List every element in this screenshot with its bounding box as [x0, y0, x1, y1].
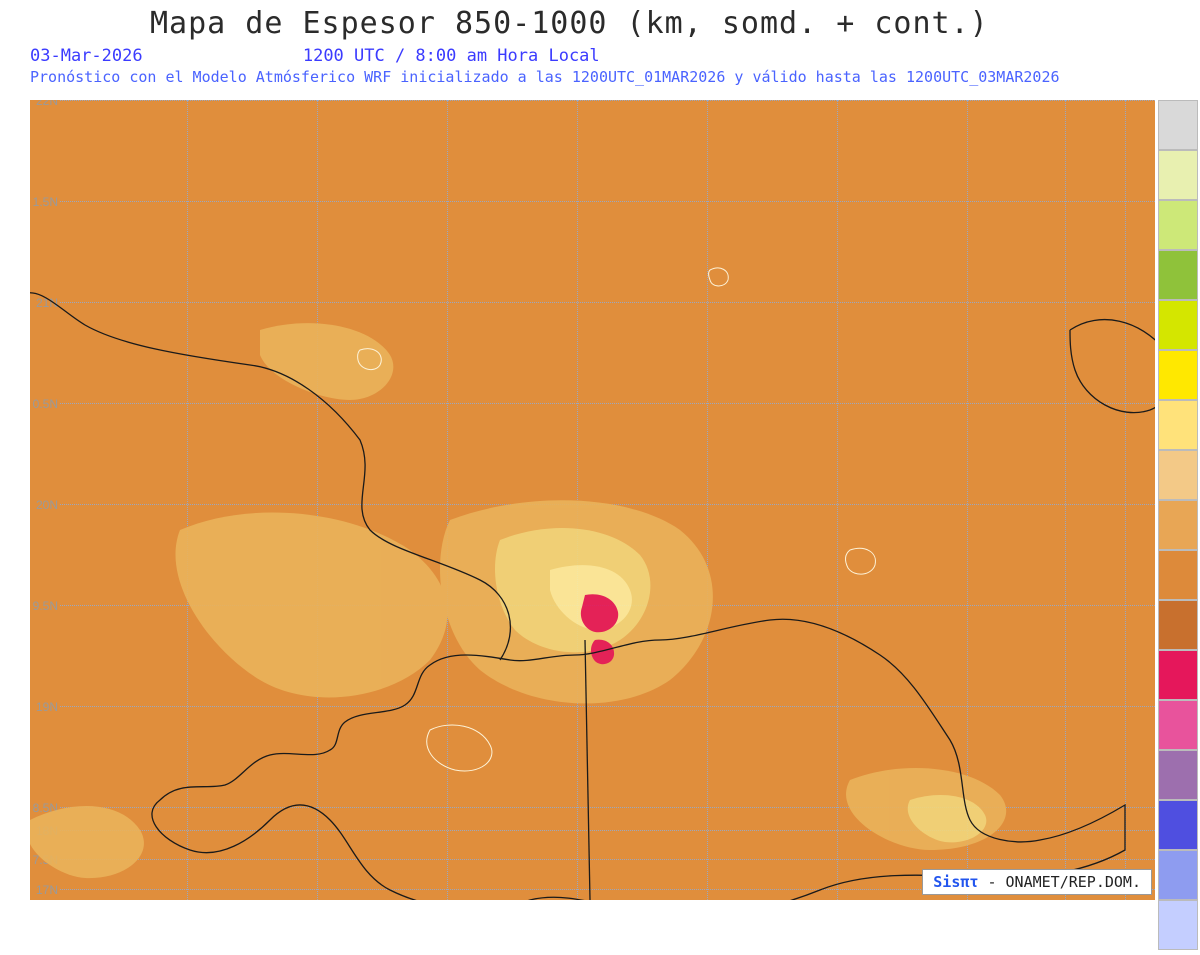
- color-legend: 1.446 1.44 1.434 1.428 1.422 1.416 1.41 …: [1158, 100, 1198, 950]
- subtitle-date-row: 03-Mar-2026 1200 UTC / 8:00 am Hora Loca…: [30, 46, 600, 66]
- legend-entry-6: 1.41: [1158, 400, 1198, 450]
- map-canvas: 22N 1.5N 21N 0.5N 20N 9.5N 19N 8.5N 18N …: [30, 100, 1155, 900]
- page-title: Mapa de Espesor 850-1000 (km, somd. + co…: [150, 6, 989, 41]
- legend-entry-5: 1.416: [1158, 350, 1198, 400]
- legend-entry-2: 1.434: [1158, 200, 1198, 250]
- legend-entry-14: 1.362: [1158, 800, 1198, 850]
- legend-entry-16: 1.35: [1158, 900, 1198, 950]
- subtitle-model-line: Pronóstico con el Modelo Atmósferico WRF…: [30, 68, 1060, 86]
- legend-entry-3: 1.428: [1158, 250, 1198, 300]
- legend-entry-12: 1.374: [1158, 700, 1198, 750]
- legend-entry-10: 1.386: [1158, 600, 1198, 650]
- legend-entry-8: 1.398: [1158, 500, 1198, 550]
- legend-entry-0: 1.446: [1158, 100, 1198, 150]
- legend-entry-13: 1.368: [1158, 750, 1198, 800]
- legend-entry-7: 1.404: [1158, 450, 1198, 500]
- legend-entry-11: 1.38: [1158, 650, 1198, 700]
- map-geography-svg: [30, 100, 1155, 900]
- legend-entry-15: 1.356: [1158, 850, 1198, 900]
- legend-entry-9: 1.392: [1158, 550, 1198, 600]
- legend-entry-1: 1.44: [1158, 150, 1198, 200]
- source-watermark: Sisπτ - ONAMET/REP.DOM.: [922, 869, 1152, 895]
- legend-entry-4: 1.422: [1158, 300, 1198, 350]
